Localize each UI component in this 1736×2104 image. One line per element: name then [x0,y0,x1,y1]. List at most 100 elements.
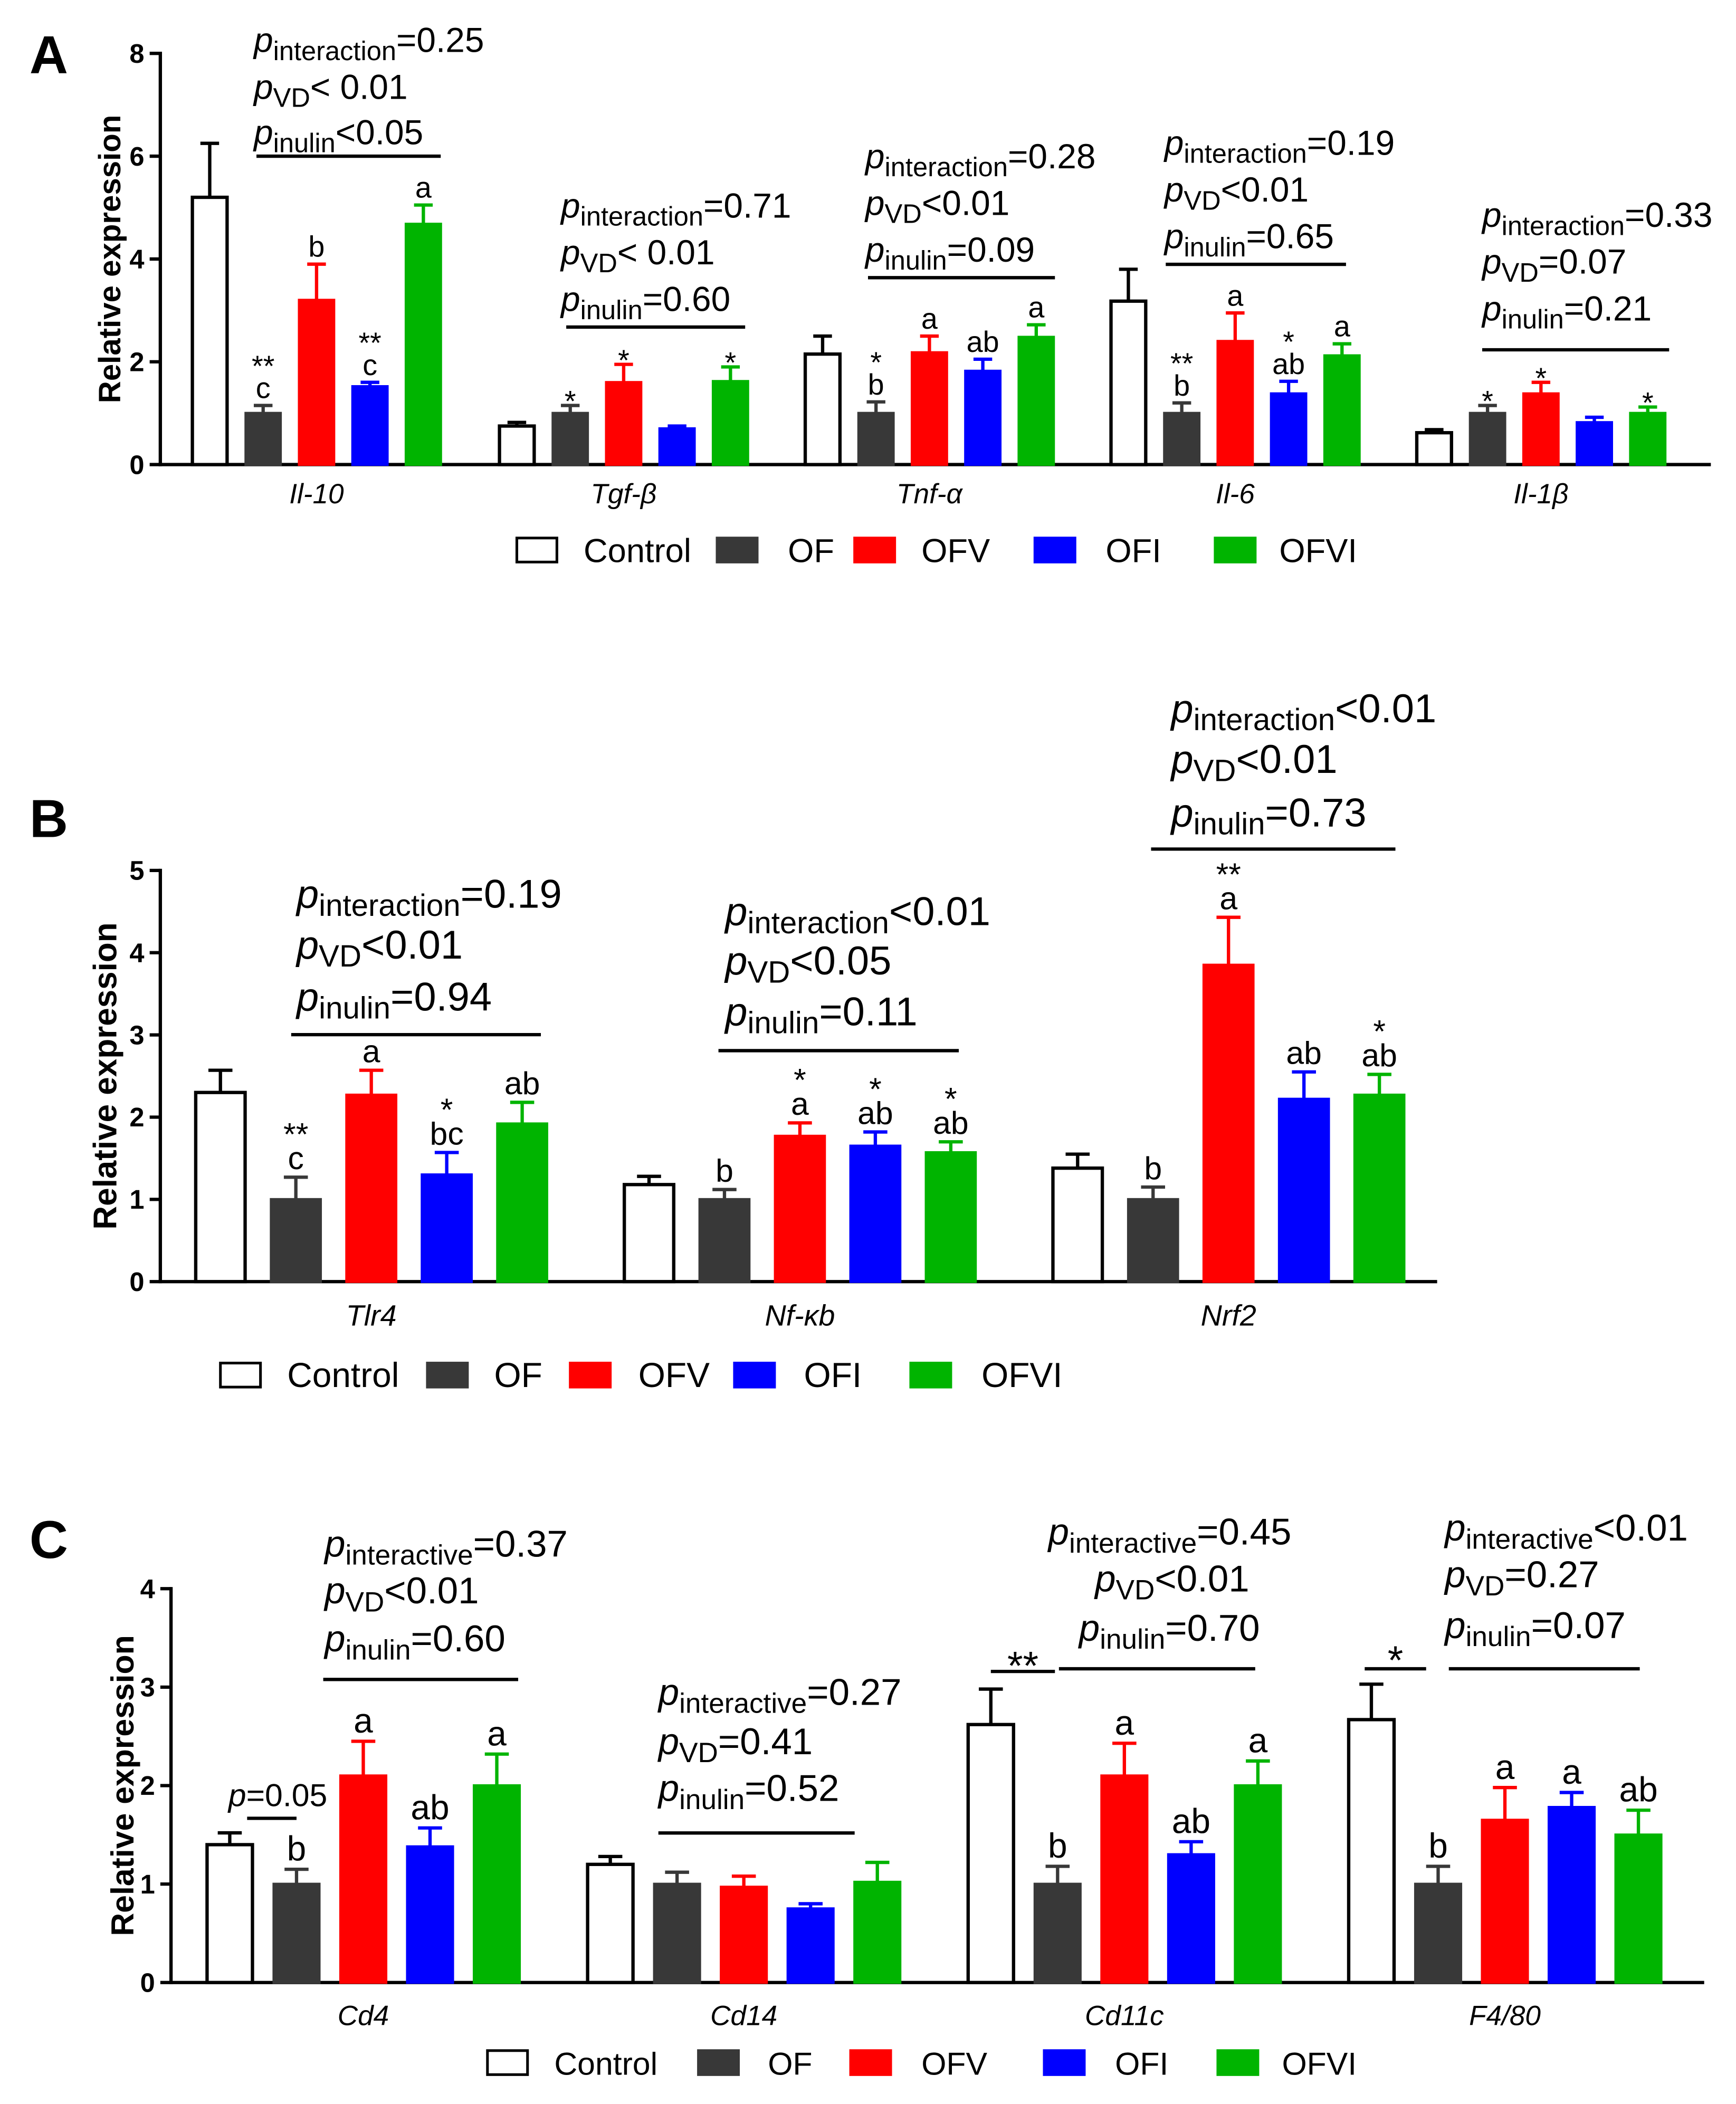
group-letter: c [363,349,377,381]
p-value-line: pVD<0.05 [724,939,891,989]
bar-ofi-nrf2 [1277,1097,1330,1283]
legend-label: OF [494,1355,542,1394]
bar-ofv-il-6 [1216,340,1254,466]
p-value-line: pVD<0.01 [1094,1558,1249,1605]
bar-ofi-cd4 [406,1845,454,1984]
p-value-line: pinteraction=0.28 [864,137,1095,182]
comparison-label: p=0.05 [227,1777,327,1813]
p-symbol: p [295,872,319,917]
legend-item-ofi: OFI [1033,532,1161,569]
bar-ofv-tlr4 [345,1093,398,1283]
bar-ofv-nf-b [774,1134,826,1283]
group-il-6: b**aab* aIl-6 [1109,267,1361,510]
legend-swatch [716,537,759,563]
bar-ofv-tgf [605,381,643,466]
p-value: <0.01 [1155,1558,1249,1600]
group-letter: a [415,171,432,204]
legend-label: OF [788,532,834,569]
bar-of-tgf [551,412,589,466]
group-letter: a [487,1714,507,1753]
p-symbol: p [1163,123,1184,162]
p-subscript: VD [679,1737,718,1768]
comparison-label: * [1388,1638,1404,1683]
p-value-line: pinteraction<0.01 [1170,686,1436,737]
group-letter: b [1144,1150,1162,1186]
group-tgf: * * * Tgf-β [498,344,749,510]
p-subscript: inulin [747,1006,819,1040]
p-value: =0.19 [1307,123,1395,162]
group-letter: b [308,231,325,263]
comparison-label: ** [1007,1643,1038,1688]
p-value: <0.01 [1221,170,1309,209]
group-letter: ab [857,1095,893,1131]
group-letter: a [1248,1720,1268,1759]
p-subscript: VD [273,82,310,112]
p-value: =0.37 [473,1524,568,1565]
p-value: <0.01 [1335,686,1436,731]
legend-label: OFVI [1279,532,1357,569]
group-letter: c [256,372,271,405]
p-value: =0.65 [1246,217,1333,256]
legend-item-control: Control [219,1355,399,1394]
panel-label: B [30,789,68,849]
legend-swatch [486,2049,529,2076]
legend-swatch [1214,537,1257,563]
x-category-label: Cd11c [1085,2001,1164,2032]
p-subscript: interaction [885,152,1008,182]
p-value-line: pinulin=0.60 [323,1618,505,1666]
p-subscript: VD [885,199,922,229]
p-subscript: interactive [346,1540,473,1571]
x-category-label: Il-6 [1216,479,1255,510]
p-value: <0.01 [361,923,463,968]
p-subscript: interaction [580,202,703,232]
x-category-label: Il-1β [1513,479,1568,510]
p-symbol: p [1163,217,1184,256]
legend-swatch [1043,2049,1086,2076]
bar-ofv-tnf [910,351,948,466]
p-symbol: p [323,1570,345,1612]
bar-of-cd14 [653,1882,701,1984]
p-value-line: pinulin=0.65 [1163,217,1334,262]
bar-ofi-tgf [658,427,696,466]
legend-label: Control [554,2045,657,2081]
legend-item-ofv: OFV [849,2045,988,2081]
p-subscript: VD [1116,1574,1155,1605]
p-symbol: p [1481,195,1502,234]
x-category-label: Cd4 [338,2001,389,2032]
y-tick-label: 6 [129,141,144,171]
p-value-line: pinteractive<0.01 [1444,1507,1688,1555]
p-value-line: pinteraction=0.25 [253,21,484,66]
group-letter: ab [933,1105,969,1141]
group-tlr4: c** a bc* ab Tlr4 [194,1033,548,1332]
p-value: < 0.01 [310,67,408,106]
p-symbol: p [560,186,580,225]
bar-control-cd11c [966,1723,1015,1984]
y-tick-label: 0 [129,1267,144,1297]
x-category-label: Nrf2 [1201,1299,1256,1332]
group-letter: c [288,1140,304,1176]
p-value: =0.28 [1008,137,1095,176]
p-subscript: VD [1502,257,1539,288]
p-subscript: interaction [1194,703,1335,737]
p-value: =0.60 [643,280,730,319]
legend-label: OFV [638,1355,710,1394]
p-symbol: p [295,975,319,1020]
p-symbol: p [864,183,885,222]
legend-item-ofv: OFV [569,1355,710,1394]
p-symbol: p [1444,1554,1465,1596]
p-value: =0.09 [947,230,1035,269]
bar-ofv-nrf2 [1202,963,1255,1283]
significance-stars: ** [283,1116,308,1152]
group-letter: ab [1286,1035,1322,1071]
legend-swatch [515,537,558,563]
bar-ofvi-tlr4 [496,1122,548,1283]
bar-control-tlr4 [194,1091,247,1284]
legend-swatch [697,2049,740,2076]
